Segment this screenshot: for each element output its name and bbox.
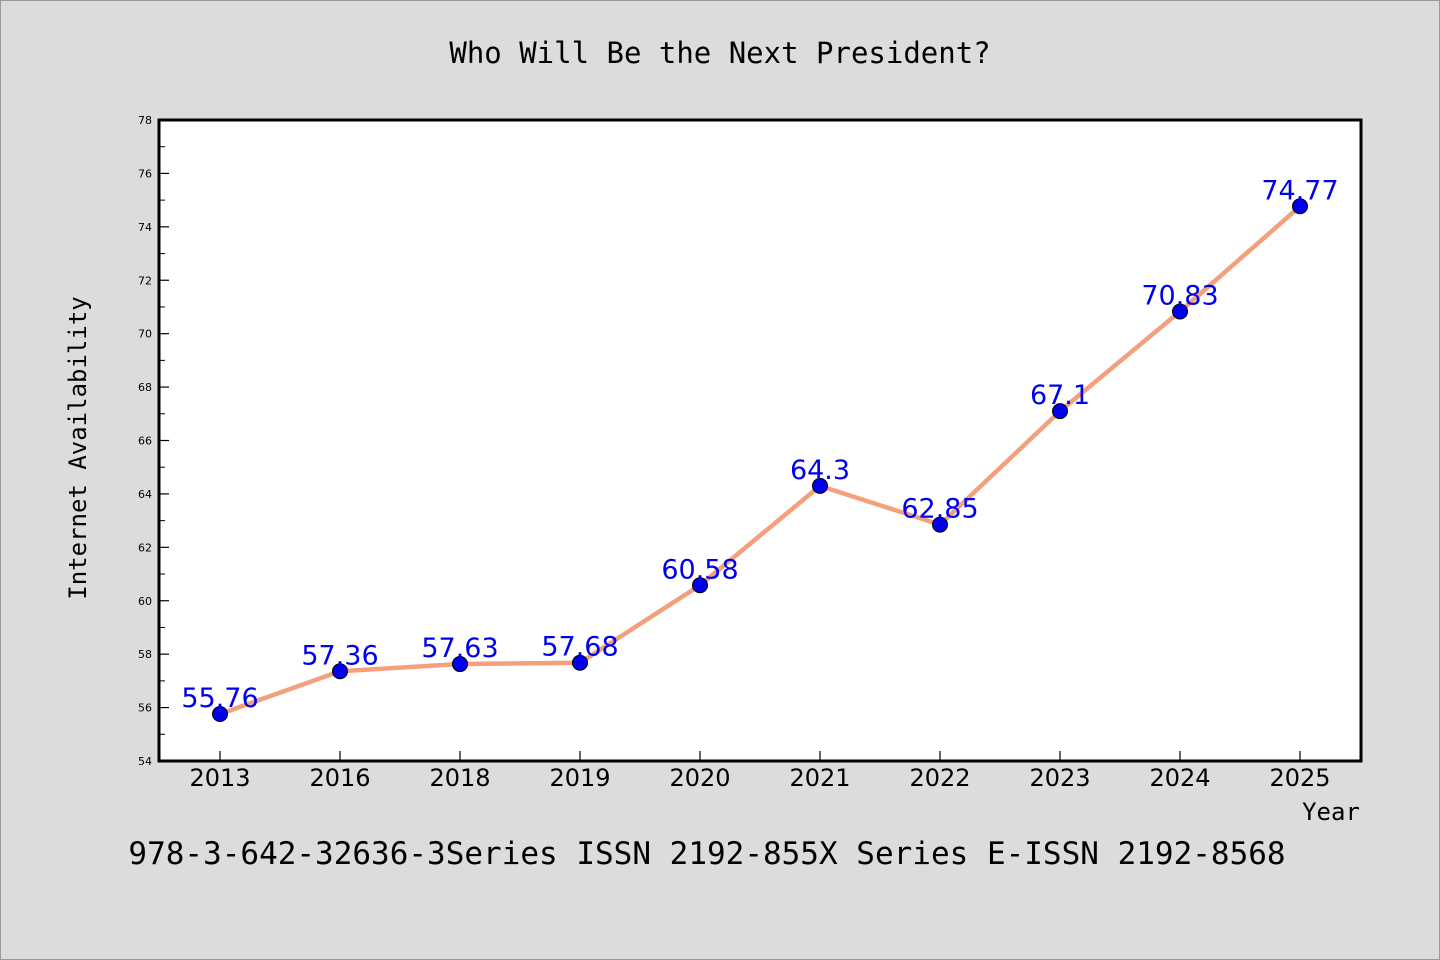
y-tick-label: 74 bbox=[138, 221, 152, 234]
y-tick-label: 54 bbox=[138, 755, 152, 768]
series-line bbox=[217, 204, 1303, 717]
x-tick-label: 2016 bbox=[309, 764, 370, 792]
data-label: 57.36 bbox=[301, 640, 378, 671]
y-tick-label: 64 bbox=[138, 488, 152, 501]
data-point bbox=[1052, 403, 1068, 420]
data-label: 64.3 bbox=[790, 455, 850, 486]
y-tick-label: 76 bbox=[138, 167, 152, 180]
y-axis-label: Internet Availability bbox=[64, 296, 92, 599]
y-tick-label: 62 bbox=[138, 541, 152, 554]
y-tick-label: 56 bbox=[138, 702, 152, 715]
x-tick-label: 2024 bbox=[1149, 764, 1210, 792]
y-axis: 54 56 58 60 62 64 66 68 70 72 74 76 78 bbox=[138, 114, 169, 768]
data-point bbox=[932, 516, 948, 533]
y-tick-label: 58 bbox=[138, 648, 152, 661]
x-axis-label: Year bbox=[1302, 798, 1360, 826]
x-tick-label: 2019 bbox=[549, 764, 610, 792]
data-point bbox=[572, 654, 588, 671]
data-label: 67.1 bbox=[1030, 380, 1090, 411]
y-tick-label: 66 bbox=[138, 435, 152, 448]
plot-area bbox=[159, 120, 1361, 761]
data-label: 70.83 bbox=[1141, 280, 1218, 311]
y-tick-label: 72 bbox=[138, 274, 152, 287]
data-labels-group: 55.76 57.36 57.63 57.68 60.58 64.3 62.85 67.1 70… bbox=[181, 175, 1338, 714]
y-tick-label: 60 bbox=[138, 595, 152, 608]
data-point bbox=[452, 656, 468, 673]
data-label: 55.76 bbox=[181, 683, 258, 714]
x-tick-label: 2018 bbox=[429, 764, 490, 792]
data-point bbox=[812, 477, 828, 494]
footer-isbn-text: 978-3-642-32636-3Series ISSN 2192-855X S… bbox=[128, 836, 1285, 872]
series-markers-group bbox=[212, 198, 1308, 722]
data-label: 62.85 bbox=[901, 494, 978, 525]
data-point bbox=[1292, 198, 1308, 215]
x-tick-label: 2013 bbox=[189, 764, 250, 792]
x-tick-label: 2023 bbox=[1029, 764, 1090, 792]
y-tick-label: 78 bbox=[138, 114, 152, 127]
x-tick-label: 2021 bbox=[789, 764, 850, 792]
data-point bbox=[332, 663, 348, 680]
series-line-group bbox=[217, 204, 1303, 717]
x-axis: 2013 2016 2018 2019 2020 2021 2022 2023 2024 2025 bbox=[189, 751, 1331, 792]
data-label: 74.77 bbox=[1261, 175, 1338, 206]
y-tick-label: 70 bbox=[138, 328, 152, 341]
x-tick-label: 2025 bbox=[1269, 764, 1330, 792]
data-label: 57.63 bbox=[421, 633, 498, 664]
data-label: 60.58 bbox=[661, 554, 738, 585]
data-point bbox=[692, 577, 708, 594]
y-tick-label: 68 bbox=[138, 381, 152, 394]
data-point bbox=[1172, 303, 1188, 320]
chart-title: Who Will Be the Next President? bbox=[449, 36, 990, 70]
x-tick-label: 2022 bbox=[909, 764, 970, 792]
x-tick-label: 2020 bbox=[669, 764, 730, 792]
plot-frame bbox=[157, 118, 1363, 763]
data-label: 57.68 bbox=[541, 632, 618, 663]
data-point bbox=[212, 705, 228, 722]
